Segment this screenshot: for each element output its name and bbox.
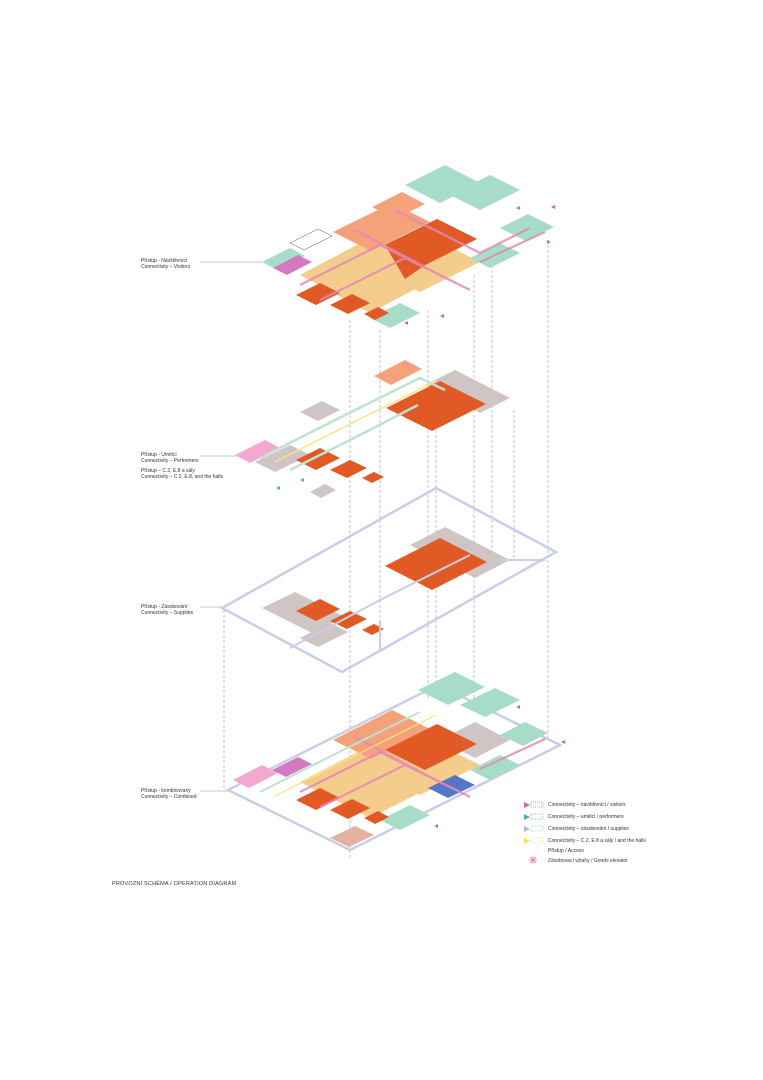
mint-block <box>470 755 520 780</box>
mint-block <box>370 303 420 328</box>
leader-lines <box>200 261 262 792</box>
purple-block <box>272 757 312 777</box>
legend-halls-label: Connectivity – C.2, E.8 a sály / and the… <box>548 838 646 844</box>
main-hall <box>385 724 477 770</box>
legend-supplies-label: Connectivity – zásobování / supplies <box>548 826 629 832</box>
legend-supplies-symbol <box>524 825 544 832</box>
pink-block <box>233 765 278 788</box>
purple-block <box>273 255 312 275</box>
legend-halls-symbol <box>524 837 544 844</box>
small-hall <box>296 448 340 470</box>
legend-performers-label: Connectivity – umělci / performers <box>548 814 624 820</box>
main-hall <box>385 538 487 590</box>
small-hall <box>330 611 367 629</box>
small-hall <box>296 788 340 810</box>
main-hall <box>386 381 486 431</box>
level-visitors <box>262 165 555 328</box>
mint-block <box>500 214 554 241</box>
level-combined <box>225 672 565 852</box>
mint-block <box>460 688 520 717</box>
blue-block <box>428 775 475 798</box>
salmon-block <box>330 826 374 847</box>
label-performers: Přístup - Umělci Connectivity – Performe… <box>141 452 223 480</box>
small-hall <box>362 624 384 635</box>
outline-plate <box>219 486 559 674</box>
legend-visitors-symbol <box>524 801 544 808</box>
legend-access-label: Přístup / Access <box>548 848 584 854</box>
mint-block <box>418 672 485 705</box>
grey-block <box>300 623 348 647</box>
diagram-caption: PROVOZNÍ SCHÉMA / OPERATION DIAGRAM <box>112 881 237 887</box>
mint-block <box>450 175 520 210</box>
legend-elevator-icon <box>529 856 537 864</box>
small-hall <box>364 307 389 320</box>
label-combined: Přístup - kombinovaný Connectivity – Com… <box>141 788 197 800</box>
outline-plate <box>225 683 563 852</box>
level-performers <box>235 360 510 498</box>
small-hall <box>296 283 340 305</box>
small-hall <box>330 460 367 478</box>
mint-block <box>500 722 548 746</box>
legend-elevator-label: Zásobovací výtahy / Goods elevator <box>548 858 628 864</box>
dashed-connectors <box>223 240 549 860</box>
mint-block <box>262 248 305 270</box>
small-hall <box>296 599 340 621</box>
legend-symbols <box>524 801 544 864</box>
label-visitors: Přístup - Návštěvníci Connectivity – Vis… <box>141 258 191 270</box>
salmon-block <box>374 360 422 385</box>
mint-block <box>380 805 430 830</box>
pink-block <box>235 440 280 463</box>
grey-block <box>310 484 336 498</box>
mint-block <box>405 165 480 203</box>
main-hall <box>385 219 477 265</box>
legend-performers-symbol <box>524 813 544 820</box>
grey-block <box>425 370 510 413</box>
small-hall <box>364 811 389 824</box>
salmon-block <box>372 192 425 219</box>
salmon-block <box>333 710 430 759</box>
small-hall <box>362 472 384 483</box>
small-hall <box>330 294 370 314</box>
grey-block <box>300 401 340 421</box>
small-hall <box>330 799 370 819</box>
legend-visitors-label: Connectivity – návštěvníci / visitors <box>548 802 626 808</box>
level-supplies <box>219 486 559 674</box>
label-supplies: Přístup - Zásobování Connectivity – Supp… <box>141 604 193 616</box>
